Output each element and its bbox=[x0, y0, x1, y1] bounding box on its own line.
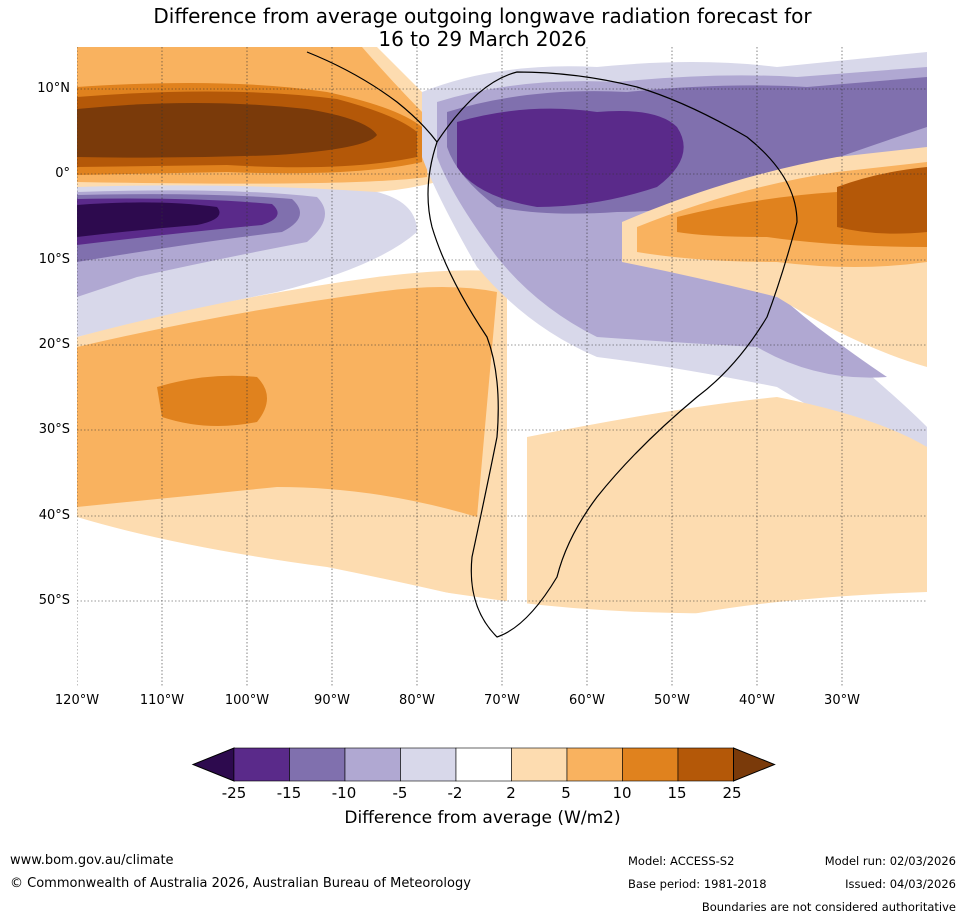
footer-model-run: Model run: 02/03/2026 bbox=[824, 854, 956, 868]
legend-tick: 10 bbox=[612, 784, 632, 802]
lon-label-60w: 60°W bbox=[569, 693, 605, 708]
legend-tick: 25 bbox=[722, 784, 742, 802]
negative-anomaly-region-amazon-4 bbox=[457, 108, 684, 207]
lat-label-40s: 40°S bbox=[38, 508, 70, 523]
footer-base-period: Base period: 1981-2018 bbox=[628, 877, 767, 891]
legend-swatch-max bbox=[733, 747, 776, 782]
lat-label-20s: 20°S bbox=[38, 337, 70, 352]
negative-anomaly-region-east-pacific-5 bbox=[77, 202, 220, 237]
lat-label-10s: 10°S bbox=[38, 252, 70, 267]
legend-swatch bbox=[622, 747, 679, 782]
legend-swatch bbox=[400, 747, 457, 782]
south-america-coastline bbox=[427, 71, 798, 638]
lon-label-40w: 40°W bbox=[739, 693, 775, 708]
map-grid bbox=[77, 47, 927, 686]
lon-label-30w: 30°W bbox=[824, 693, 860, 708]
map-title-line2: 16 to 29 March 2026 bbox=[378, 27, 587, 51]
map-canvas bbox=[77, 47, 927, 686]
legend-swatch bbox=[344, 747, 401, 782]
lon-label-70w: 70°W bbox=[484, 693, 520, 708]
lat-label-0: 0° bbox=[55, 166, 70, 181]
legend-swatch bbox=[233, 747, 290, 782]
lon-label-90w: 90°W bbox=[314, 693, 350, 708]
legend-swatch bbox=[566, 747, 623, 782]
lon-label-120w: 120°W bbox=[54, 693, 100, 708]
footer-copyright: © Commonwealth of Australia 2026, Austra… bbox=[10, 876, 471, 891]
legend-swatch bbox=[289, 747, 346, 782]
lon-label-110w: 110°W bbox=[139, 693, 185, 708]
lon-label-80w: 80°W bbox=[399, 693, 435, 708]
positive-anomaly-region-north-pacific-5 bbox=[77, 103, 377, 158]
footer-issued: Issued: 04/03/2026 bbox=[845, 877, 956, 891]
legend-colorbar bbox=[191, 747, 776, 782]
legend-tick: -2 bbox=[447, 784, 463, 802]
lon-label-50w: 50°W bbox=[654, 693, 690, 708]
legend-swatch bbox=[455, 747, 512, 782]
positive-anomaly-region-south-pacific-3 bbox=[157, 375, 267, 426]
central-america-coastline bbox=[306, 51, 438, 143]
lat-label-50s: 50°S bbox=[38, 593, 70, 608]
legend-swatch-min bbox=[191, 747, 235, 782]
legend-tick: -15 bbox=[276, 784, 302, 802]
legend-tick: -25 bbox=[221, 784, 247, 802]
positive-anomaly-region-south-atlantic bbox=[527, 397, 927, 619]
lat-label-10n: 10°N bbox=[37, 81, 70, 96]
legend-tick: 5 bbox=[561, 784, 571, 802]
legend-tick: -5 bbox=[392, 784, 408, 802]
legend-swatch bbox=[677, 747, 734, 782]
olr-anomaly-map bbox=[77, 47, 927, 686]
legend-tick: -10 bbox=[331, 784, 357, 802]
positive-anomaly-region-south-pacific-2 bbox=[77, 287, 497, 517]
legend-tick: 15 bbox=[667, 784, 687, 802]
lon-label-100w: 100°W bbox=[224, 693, 270, 708]
map-title-line1: Difference from average outgoing longwav… bbox=[153, 4, 812, 28]
footer-model: Model: ACCESS-S2 bbox=[628, 854, 735, 868]
legend-tick: 2 bbox=[506, 784, 516, 802]
positive-anomaly-region-brazil-4 bbox=[837, 167, 927, 234]
legend-swatch bbox=[511, 747, 568, 782]
lat-label-30s: 30°S bbox=[38, 422, 70, 437]
legend-title: Difference from average (W/m2) bbox=[344, 808, 621, 828]
footer-disclaimer: Boundaries are not considered authoritat… bbox=[701, 900, 956, 914]
footer-website: www.bom.gov.au/climate bbox=[10, 853, 174, 868]
